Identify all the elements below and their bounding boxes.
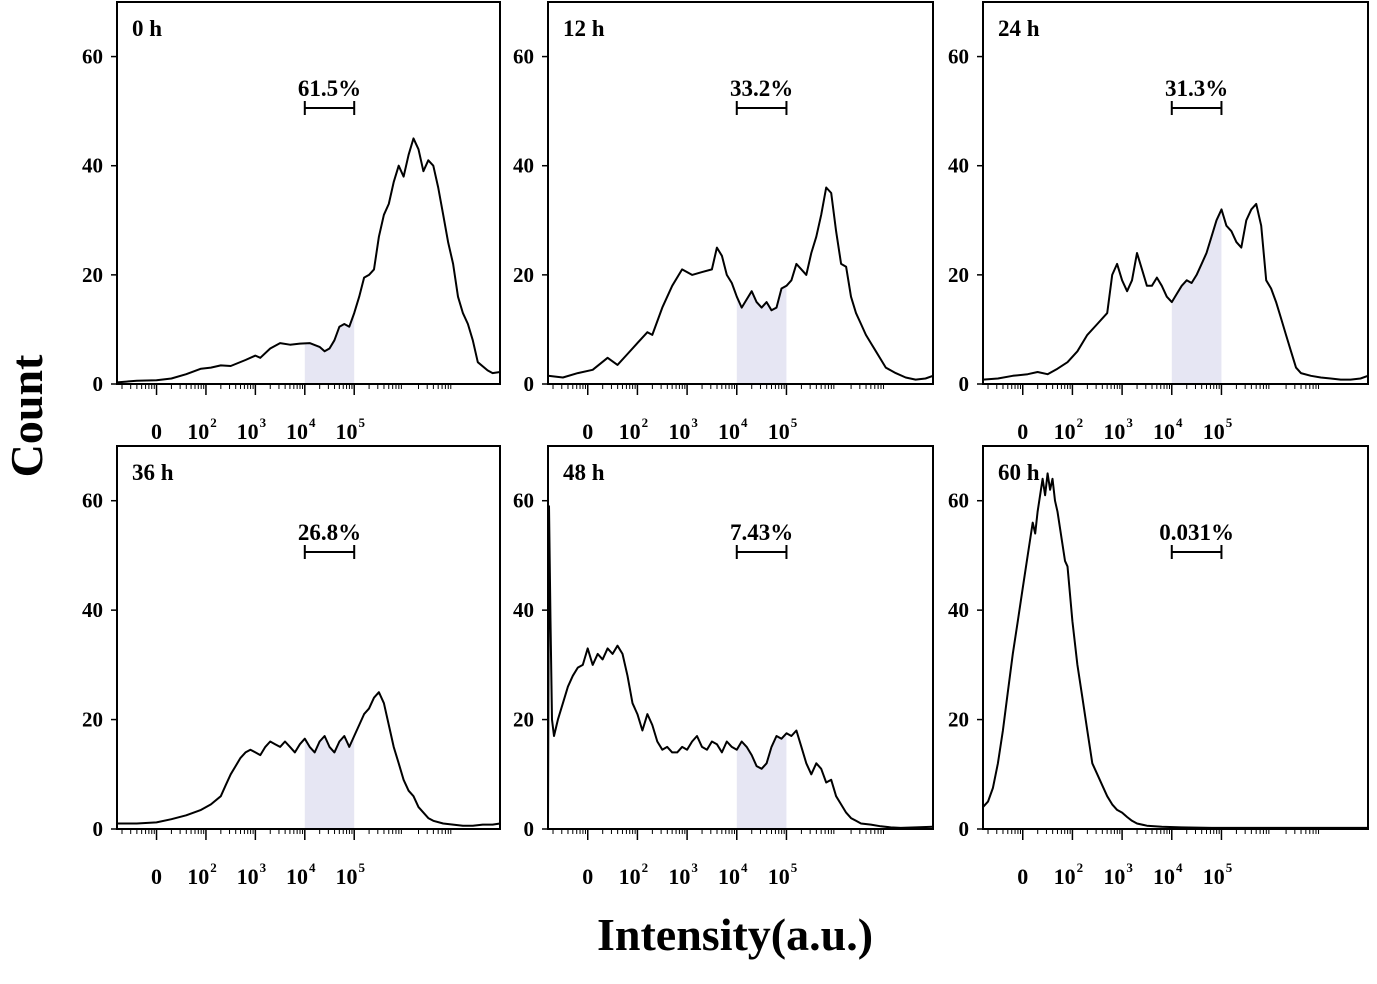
y-tick-label: 60 bbox=[82, 489, 103, 513]
x-tick-label: 102 bbox=[1054, 860, 1084, 889]
x-tick-label: 104 bbox=[718, 860, 748, 889]
histogram-curve bbox=[547, 186, 934, 381]
x-tick-label: 103 bbox=[668, 860, 698, 889]
gate-percentage-label: 7.43% bbox=[730, 520, 793, 545]
panel-title: 36 h bbox=[132, 460, 174, 485]
y-tick-label: 60 bbox=[948, 489, 969, 513]
y-tick-label: 0 bbox=[93, 372, 104, 396]
x-tick-label: 105 bbox=[1203, 860, 1233, 889]
gate-fill-region bbox=[736, 285, 787, 384]
x-tick-label: 102 bbox=[619, 860, 649, 889]
x-axis-title: Intensity(a.u.) bbox=[597, 909, 873, 960]
histogram-curve bbox=[116, 137, 501, 384]
y-tick-label: 60 bbox=[513, 45, 534, 69]
x-tick-label: 0 bbox=[1017, 419, 1028, 444]
histogram-curve bbox=[982, 472, 1368, 829]
histogram-panel: 0 20 40 60 0 102 103 104 105 60 h 0.031% bbox=[948, 445, 1369, 889]
histogram-panel: 0 20 40 60 0 102 103 104 105 0 h 61.5% bbox=[82, 1, 501, 444]
x-tick-label: 102 bbox=[187, 415, 217, 444]
y-tick-label: 40 bbox=[82, 598, 103, 622]
y-tick-label: 20 bbox=[948, 708, 969, 732]
x-tick-label: 0 bbox=[1017, 864, 1028, 889]
histogram-panel: 0 20 40 60 0 102 103 104 105 12 h 33.2% bbox=[513, 1, 934, 444]
panel-title: 60 h bbox=[998, 460, 1040, 485]
gate-fill-region bbox=[1171, 209, 1222, 384]
gate-fill-region bbox=[736, 733, 787, 829]
panel-title: 12 h bbox=[563, 16, 605, 41]
y-tick-label: 20 bbox=[82, 708, 103, 732]
y-tick-label: 40 bbox=[513, 154, 534, 178]
histogram-panels: 0 20 40 60 0 102 103 104 105 0 h 61.5% 0 20 40 60 0 102 1… bbox=[82, 1, 1369, 889]
plot-frame bbox=[547, 445, 934, 830]
y-tick-label: 0 bbox=[93, 817, 104, 841]
x-tick-label: 105 bbox=[335, 415, 365, 444]
histogram-curve bbox=[982, 202, 1369, 381]
gate-percentage-label: 0.031% bbox=[1159, 520, 1234, 545]
gate-percentage-label: 33.2% bbox=[730, 76, 793, 101]
x-tick-label: 104 bbox=[286, 860, 316, 889]
y-tick-label: 0 bbox=[959, 817, 970, 841]
y-tick-label: 40 bbox=[948, 154, 969, 178]
x-tick-label: 104 bbox=[718, 415, 748, 444]
plot-frame bbox=[982, 1, 1369, 385]
x-tick-label: 104 bbox=[1153, 415, 1183, 444]
histogram-curve bbox=[547, 505, 934, 829]
plot-frame bbox=[116, 445, 501, 830]
plot-frame bbox=[116, 1, 501, 385]
histogram-curve bbox=[117, 691, 501, 827]
x-tick-label: 105 bbox=[768, 860, 798, 889]
panel-title: 48 h bbox=[563, 460, 605, 485]
x-tick-label: 0 bbox=[582, 419, 593, 444]
gate-fill-region bbox=[304, 735, 355, 829]
gate-percentage-label: 61.5% bbox=[298, 76, 361, 101]
y-tick-label: 20 bbox=[948, 263, 969, 287]
x-tick-label: 103 bbox=[237, 415, 267, 444]
histogram-panel: 0 20 40 60 0 102 103 104 105 48 h 7.43% bbox=[513, 445, 934, 889]
y-tick-label: 20 bbox=[513, 263, 534, 287]
x-tick-label: 102 bbox=[187, 860, 217, 889]
x-tick-label: 102 bbox=[619, 415, 649, 444]
gate-percentage-label: 26.8% bbox=[298, 520, 361, 545]
x-tick-label: 103 bbox=[1103, 415, 1133, 444]
x-tick-label: 0 bbox=[151, 864, 162, 889]
x-tick-label: 105 bbox=[335, 860, 365, 889]
panel-title: 0 h bbox=[132, 16, 162, 41]
x-tick-label: 104 bbox=[286, 415, 316, 444]
x-tick-label: 0 bbox=[151, 419, 162, 444]
plot-frame bbox=[547, 1, 934, 385]
gate-percentage-label: 31.3% bbox=[1165, 76, 1228, 101]
y-tick-label: 60 bbox=[513, 489, 534, 513]
y-tick-label: 20 bbox=[513, 708, 534, 732]
x-tick-label: 103 bbox=[1103, 860, 1133, 889]
x-tick-label: 103 bbox=[668, 415, 698, 444]
x-tick-label: 102 bbox=[1054, 415, 1084, 444]
plot-frame bbox=[982, 445, 1369, 830]
x-tick-label: 0 bbox=[582, 864, 593, 889]
histogram-panel: 0 20 40 60 0 102 103 104 105 24 h 31.3% bbox=[948, 1, 1369, 444]
x-tick-label: 105 bbox=[1203, 415, 1233, 444]
x-tick-label: 103 bbox=[237, 860, 267, 889]
x-tick-label: 105 bbox=[768, 415, 798, 444]
y-tick-label: 0 bbox=[959, 372, 970, 396]
y-tick-label: 0 bbox=[524, 817, 535, 841]
y-tick-label: 40 bbox=[513, 598, 534, 622]
histogram-panel: 0 20 40 60 0 102 103 104 105 36 h 26.8% bbox=[82, 445, 501, 889]
y-axis-title: Count bbox=[1, 354, 52, 477]
y-tick-label: 0 bbox=[524, 372, 535, 396]
y-tick-label: 40 bbox=[948, 598, 969, 622]
panel-title: 24 h bbox=[998, 16, 1040, 41]
x-tick-label: 104 bbox=[1153, 860, 1183, 889]
y-tick-label: 40 bbox=[82, 154, 103, 178]
y-tick-label: 60 bbox=[82, 45, 103, 69]
y-tick-label: 60 bbox=[948, 45, 969, 69]
y-tick-label: 20 bbox=[82, 263, 103, 287]
